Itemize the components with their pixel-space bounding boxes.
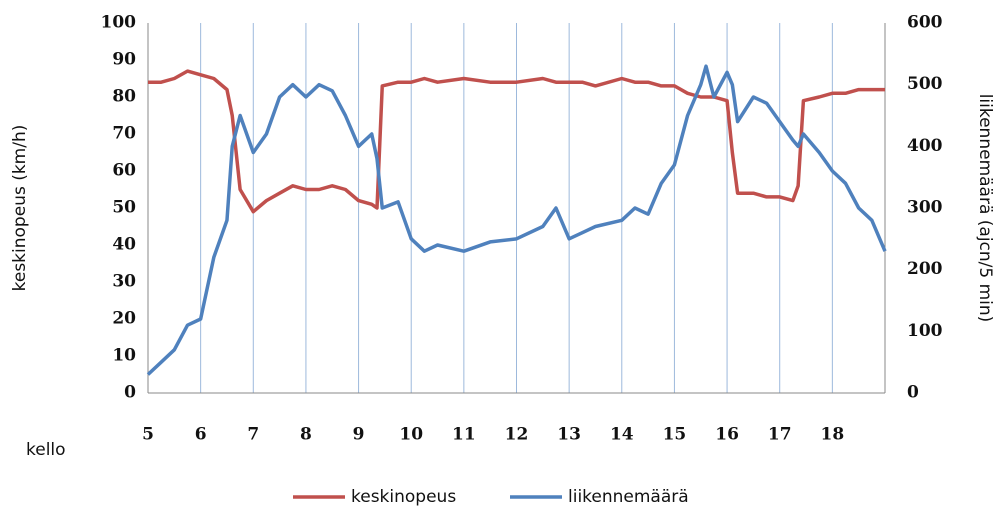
x-tick-label: 5	[142, 425, 154, 445]
series-line	[148, 69, 885, 214]
y-tick-label: 0	[124, 383, 136, 403]
x-tick-label: 7	[247, 425, 259, 445]
y-tick-label: 80	[112, 87, 136, 107]
y-tick-label: 60	[112, 161, 136, 181]
y2-tick-label: 100	[907, 321, 943, 341]
y-tick-label: 50	[112, 198, 136, 218]
x-tick-label: 8	[300, 425, 312, 445]
y-tick-label: 90	[112, 50, 136, 70]
x-tick-label: 13	[557, 425, 581, 445]
x-tick-label: 17	[768, 425, 792, 445]
y-tick-label: 100	[101, 13, 137, 33]
legend-label: keskinopeus	[351, 487, 456, 507]
x-tick-label: 12	[505, 425, 529, 445]
y-tick-label: 20	[112, 309, 136, 329]
x-tick-label: 10	[399, 425, 423, 445]
x-axis-label: kello	[26, 440, 66, 460]
y-tick-label: 10	[112, 346, 136, 366]
y-axis-label: keskinopeus (km/h)	[10, 125, 30, 292]
x-tick-label: 6	[195, 425, 207, 445]
y2-tick-label: 0	[907, 383, 919, 403]
y2-tick-label: 200	[907, 259, 943, 279]
x-tick-label: 16	[715, 425, 739, 445]
y2-tick-label: 600	[907, 13, 943, 33]
x-tick-label: 18	[821, 425, 845, 445]
y-tick-label: 40	[112, 235, 136, 255]
y2-tick-label: 300	[907, 198, 943, 218]
x-tick-label: 15	[663, 425, 687, 445]
x-tick-label: 14	[610, 425, 634, 445]
y-tick-label: 70	[112, 124, 136, 144]
legend-label: liikennemäärä	[568, 487, 689, 507]
y2-tick-label: 500	[907, 74, 943, 94]
y-tick-label: 30	[112, 272, 136, 292]
x-tick-label: 9	[353, 425, 365, 445]
series-line	[146, 64, 887, 376]
y2-tick-label: 400	[907, 136, 943, 156]
x-tick-label: 11	[452, 425, 476, 445]
y2-axis-label: liikennemäärä (ajcn/5 min)	[975, 94, 995, 323]
